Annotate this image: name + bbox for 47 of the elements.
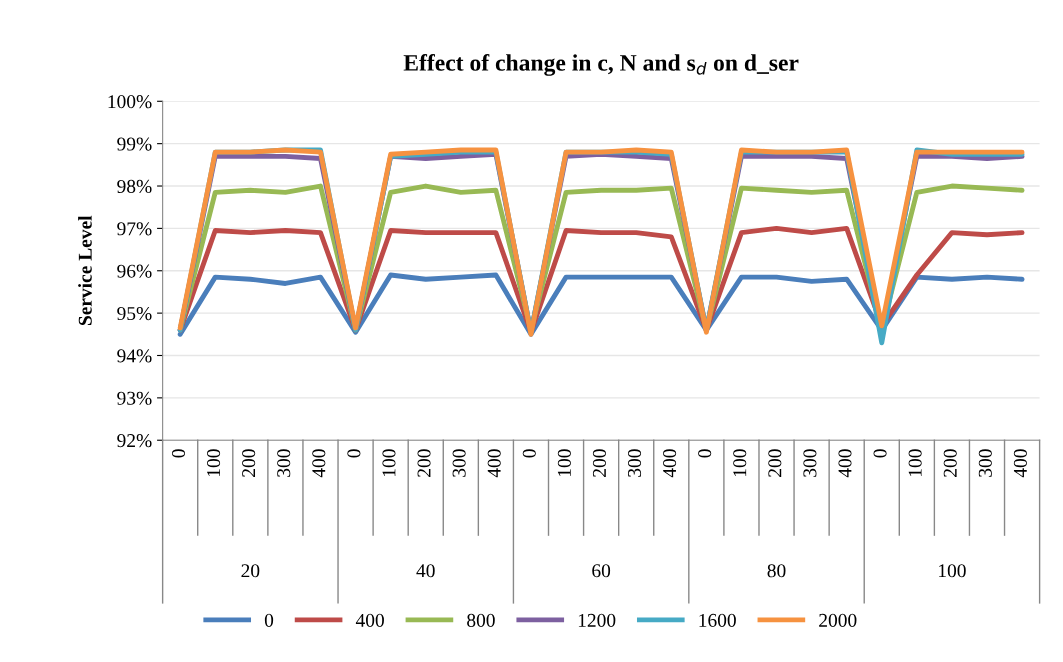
text: 40 — [416, 564, 435, 578]
y-tick-label: 95% — [117, 306, 152, 321]
x-tick-label: 0 — [522, 449, 536, 458]
chart-title: Effect of change in c, N and s$_{d}$ on d_ser — [403, 53, 799, 76]
x-tick-label: 400 — [487, 449, 501, 478]
x-tick-label: 100 — [908, 449, 922, 477]
x-tick-label: 300 — [452, 449, 466, 477]
y-tick-label: 93% — [117, 391, 152, 405]
x-tick-label: 200 — [592, 449, 606, 477]
x-tick-label: 300 — [803, 449, 817, 477]
x-tick-label: 400 — [312, 449, 326, 478]
x-tick-label: 100 — [382, 449, 396, 477]
x-tick-label: 400 — [1013, 449, 1027, 478]
text: 20 — [241, 564, 260, 578]
legend-label: 400 — [355, 613, 384, 627]
y-tick-label: 94% — [117, 349, 152, 363]
x-tick-label: 100 — [207, 449, 221, 477]
x-tick-label: 300 — [978, 449, 992, 477]
legend-label: 800 — [467, 613, 495, 627]
legend-label: 2000 — [819, 613, 857, 627]
y-tick-label: 98% — [117, 179, 152, 194]
x-tick-label: 300 — [277, 449, 291, 477]
x-tick-label: 400 — [663, 449, 677, 478]
x-tick-label: 0 — [171, 449, 186, 458]
x-tick-label: 0 — [698, 449, 712, 458]
x-tick-label: 0 — [873, 449, 887, 458]
text: 80 — [767, 564, 786, 578]
x-tick-label: 400 — [838, 449, 852, 478]
legend-label: 1200 — [578, 613, 616, 627]
y-tick-label: 100% — [108, 95, 152, 109]
legend-label: 0 — [264, 613, 274, 627]
y-tick-label: 92% — [117, 434, 152, 448]
y-tick-label: 96% — [117, 264, 152, 278]
x-tick-label: 200 — [768, 449, 782, 477]
y-tick-label: 97% — [117, 222, 152, 236]
y-tick-label: 99% — [117, 137, 152, 151]
y-axis-title: Service Level — [78, 215, 92, 326]
x-tick-label: 200 — [242, 449, 256, 477]
x-tick-label: 200 — [943, 449, 957, 477]
x-tick-label: 200 — [417, 449, 431, 477]
x-tick-label: 100 — [733, 449, 747, 477]
x-tick-label: 0 — [347, 449, 361, 458]
x-tick-label: 300 — [627, 449, 642, 477]
text: 60 — [592, 564, 611, 578]
text: 100 — [939, 564, 966, 578]
x-tick-label: 100 — [557, 449, 571, 477]
legend-label: 1600 — [699, 613, 736, 627]
